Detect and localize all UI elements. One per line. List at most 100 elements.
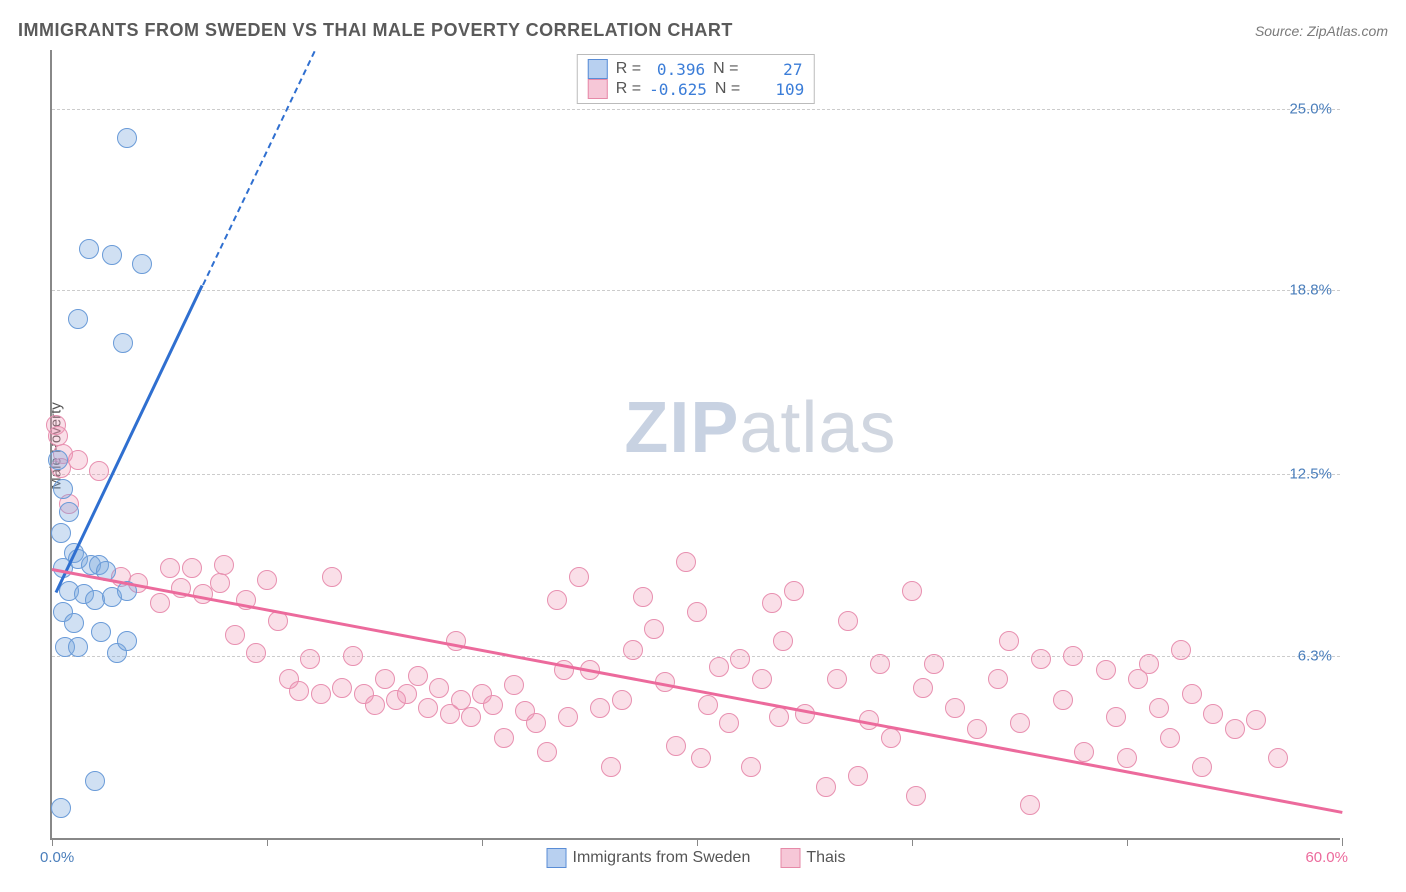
- point-thai: [418, 698, 438, 718]
- point-thai: [590, 698, 610, 718]
- point-thai: [612, 690, 632, 710]
- x-tick: [1127, 838, 1128, 846]
- point-thai: [68, 450, 88, 470]
- point-thai: [1182, 684, 1202, 704]
- x-tick: [1342, 838, 1343, 846]
- point-thai: [537, 742, 557, 762]
- y-tick-label: 18.8%: [1289, 281, 1332, 298]
- swatch-icon: [588, 59, 608, 79]
- point-thai: [691, 748, 711, 768]
- point-thai: [924, 654, 944, 674]
- point-sweden: [64, 613, 84, 633]
- point-thai: [461, 707, 481, 727]
- point-sweden: [79, 239, 99, 259]
- r-label: R =: [616, 80, 641, 98]
- point-sweden: [113, 333, 133, 353]
- point-thai: [623, 640, 643, 660]
- x-tick: [267, 838, 268, 846]
- point-sweden: [102, 245, 122, 265]
- x-tick: [482, 838, 483, 846]
- point-thai: [1225, 719, 1245, 739]
- point-thai: [300, 649, 320, 669]
- point-thai: [1074, 742, 1094, 762]
- point-thai: [762, 593, 782, 613]
- point-thai: [676, 552, 696, 572]
- point-thai: [375, 669, 395, 689]
- point-thai: [257, 570, 277, 590]
- x-tick: [52, 838, 53, 846]
- point-thai: [160, 558, 180, 578]
- x-tick: [697, 838, 698, 846]
- legend-label: Thais: [806, 849, 845, 866]
- point-thai: [1171, 640, 1191, 660]
- chart-plot-area: ZIPatlas R = 0.396 N = 27 R = -0.625 N =…: [50, 50, 1340, 840]
- point-thai: [730, 649, 750, 669]
- point-thai: [1010, 713, 1030, 733]
- r-value: -0.625: [649, 80, 707, 99]
- legend-item-thai: Thais: [780, 848, 845, 868]
- point-thai: [1031, 649, 1051, 669]
- point-thai: [1149, 698, 1169, 718]
- point-thai: [816, 777, 836, 797]
- point-thai: [547, 590, 567, 610]
- swatch-icon: [588, 79, 608, 99]
- point-thai: [644, 619, 664, 639]
- point-thai: [752, 669, 772, 689]
- correlation-legend: R = 0.396 N = 27 R = -0.625 N = 109: [577, 54, 815, 104]
- x-tick: [912, 838, 913, 846]
- point-thai: [633, 587, 653, 607]
- point-thai: [769, 707, 789, 727]
- point-thai: [1053, 690, 1073, 710]
- n-label: N =: [713, 60, 738, 78]
- n-label: N =: [715, 80, 740, 98]
- x-axis-max-label: 60.0%: [1305, 849, 1348, 866]
- legend-item-sweden: Immigrants from Sweden: [547, 848, 751, 868]
- point-thai: [569, 567, 589, 587]
- point-thai: [687, 602, 707, 622]
- r-value: 0.396: [649, 60, 705, 79]
- point-thai: [913, 678, 933, 698]
- point-thai: [1160, 728, 1180, 748]
- point-thai: [289, 681, 309, 701]
- legend-label: Immigrants from Sweden: [573, 849, 751, 866]
- point-thai: [881, 728, 901, 748]
- watermark-rest: atlas: [739, 388, 896, 468]
- swatch-icon: [547, 848, 567, 868]
- point-thai: [719, 713, 739, 733]
- point-thai: [967, 719, 987, 739]
- point-thai: [741, 757, 761, 777]
- point-thai: [870, 654, 890, 674]
- y-tick-label: 12.5%: [1289, 466, 1332, 483]
- y-tick-label: 25.0%: [1289, 100, 1332, 117]
- point-sweden: [68, 309, 88, 329]
- point-thai: [214, 555, 234, 575]
- point-thai: [246, 643, 266, 663]
- point-thai: [698, 695, 718, 715]
- point-sweden: [59, 502, 79, 522]
- x-axis-min-label: 0.0%: [40, 849, 74, 866]
- point-sweden: [117, 631, 137, 651]
- point-thai: [89, 461, 109, 481]
- point-thai: [483, 695, 503, 715]
- point-thai: [838, 611, 858, 631]
- r-label: R =: [616, 60, 641, 78]
- point-thai: [1117, 748, 1137, 768]
- point-sweden: [132, 254, 152, 274]
- point-sweden: [117, 128, 137, 148]
- point-thai: [322, 567, 342, 587]
- point-thai: [408, 666, 428, 686]
- y-tick-label: 6.3%: [1298, 647, 1332, 664]
- point-thai: [182, 558, 202, 578]
- point-thai: [601, 757, 621, 777]
- point-sweden: [91, 622, 111, 642]
- point-thai: [1063, 646, 1083, 666]
- series-legend: Immigrants from Sweden Thais: [547, 848, 846, 868]
- point-thai: [225, 625, 245, 645]
- point-sweden: [51, 798, 71, 818]
- legend-row-thai: R = -0.625 N = 109: [588, 79, 804, 99]
- point-thai: [210, 573, 230, 593]
- point-thai: [1106, 707, 1126, 727]
- grid-line: [52, 109, 1340, 110]
- point-thai: [429, 678, 449, 698]
- point-thai: [1268, 748, 1288, 768]
